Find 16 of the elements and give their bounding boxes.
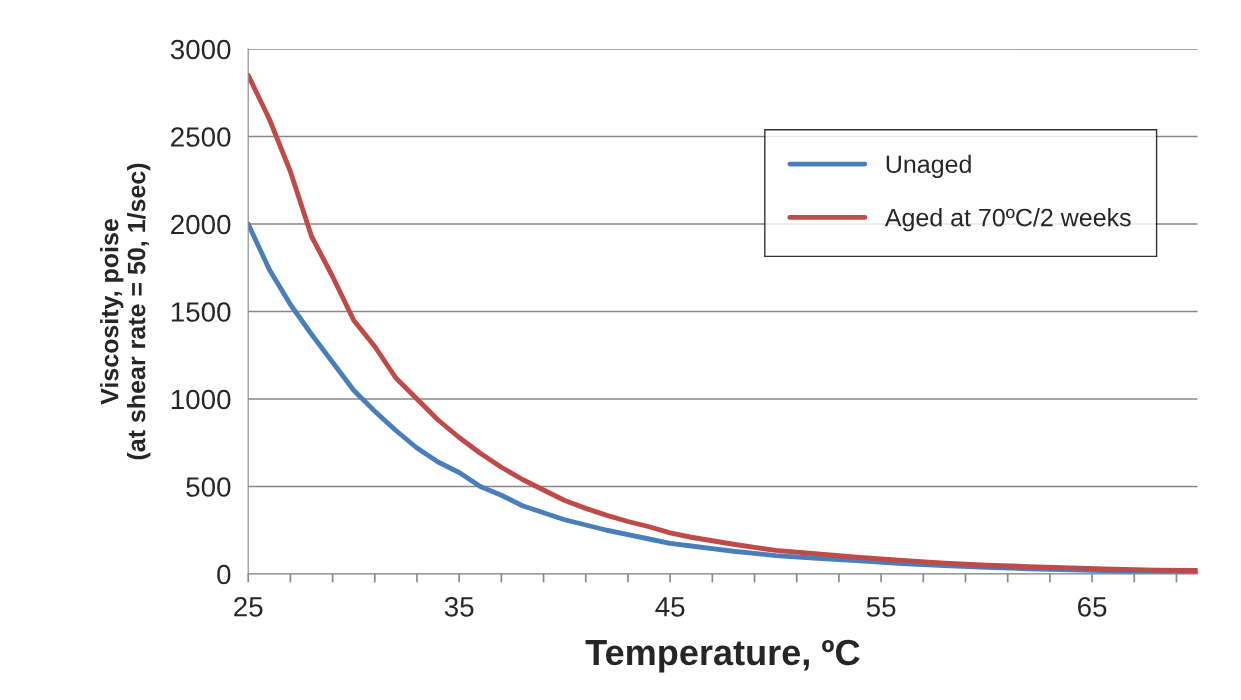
x-axis-title: Temperature, ºC (585, 639, 860, 673)
y-tick-label: 2000 (171, 214, 231, 235)
y-axis-title: Viscosity, poise (at shear rate = 50, 1/sec) (100, 163, 151, 460)
x-tick-label: 65 (1078, 596, 1107, 617)
x-tick-label: 55 (866, 597, 896, 617)
y-tick-label: 0 (217, 564, 231, 585)
y-tick-label: 500 (186, 477, 231, 497)
y-tick-label: 3000 (170, 39, 231, 60)
y-tick-label: 2500 (171, 127, 231, 147)
y-tick-label: 1500 (171, 302, 231, 322)
y-tick-label: 1000 (171, 389, 231, 410)
x-tick-label: 35 (444, 596, 474, 617)
legend-label: Aged at 70ºC/2 weeks (884, 208, 1131, 232)
legend-label: Unaged (886, 154, 971, 179)
x-tick-label: 25 (234, 596, 263, 617)
x-tick-label: 45 (655, 597, 685, 617)
